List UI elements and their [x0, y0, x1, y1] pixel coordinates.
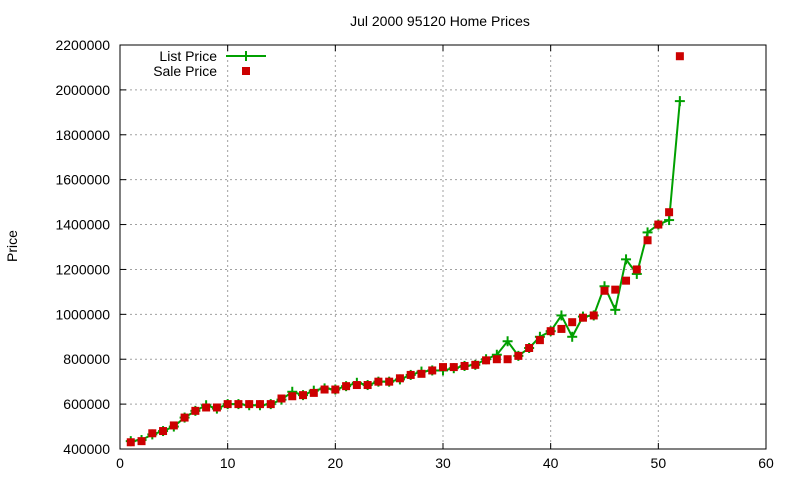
sale-price-point [363, 381, 372, 390]
sale-price-point [320, 385, 329, 394]
sale-price-point [482, 356, 491, 365]
sale-price-point [395, 374, 404, 383]
chart-title: Jul 2000 95120 Home Prices [350, 13, 530, 29]
list-price-line [130, 101, 681, 443]
sale-price-point [342, 382, 351, 391]
list-price-point [642, 227, 653, 238]
sale-price-point [223, 400, 232, 409]
sale-price-point [331, 385, 340, 394]
sale-price-point [406, 370, 415, 379]
sale-price-point [525, 344, 534, 352]
sale-price-point [665, 208, 674, 217]
axes: 0 10 20 30 40 50 60 400000 600000 800000 1000000 12… [55, 37, 774, 471]
sale-price-point [600, 286, 609, 295]
sale-price-point [137, 437, 146, 446]
x-tick-label: 30 [435, 455, 451, 471]
y-axis-label: Price [4, 230, 20, 262]
y-tick-label: 600000 [63, 396, 110, 412]
sale-price-point [374, 377, 383, 386]
list-price-point [556, 310, 567, 321]
sale-price-point [191, 406, 200, 415]
sale-price-point [277, 394, 286, 403]
sale-price-point [212, 403, 221, 412]
sale-price-point [503, 355, 512, 364]
sale-price-point [288, 392, 297, 401]
sale-price-point [385, 377, 394, 386]
list-price-point [674, 96, 685, 107]
x-tick-label: 60 [758, 455, 774, 471]
legend-label: List Price [159, 48, 217, 64]
sale-price-point [449, 363, 458, 372]
sale-price-point [439, 363, 447, 372]
legend-label: Sale Price [153, 63, 217, 79]
y-tick-label: 2200000 [55, 37, 110, 53]
series-sale-price [126, 52, 684, 447]
sale-price-point [352, 381, 361, 390]
y-tick-label: 1600000 [55, 172, 110, 188]
grid [120, 45, 766, 449]
sale-price-point [126, 438, 135, 447]
sale-price-point [535, 336, 544, 345]
list-price-point [502, 336, 513, 347]
sale-price-point [255, 400, 264, 409]
sale-price-point [514, 351, 523, 360]
sale-price-point [492, 355, 501, 364]
sale-price-point [202, 403, 211, 412]
sale-price-point [557, 324, 566, 333]
sale-price-point [546, 327, 555, 336]
list-price-point [567, 331, 578, 342]
y-tick-label: 1200000 [55, 261, 110, 277]
sale-price-point [622, 276, 631, 285]
sale-price-point [234, 400, 243, 409]
sale-price-point [611, 285, 620, 294]
list-price-point [610, 304, 621, 315]
sale-price-point [159, 427, 168, 436]
x-tick-label: 20 [328, 455, 344, 471]
x-tick-label: 40 [543, 455, 559, 471]
sale-price-point [169, 421, 178, 430]
list-price-point [621, 254, 632, 265]
y-tick-label: 1400000 [55, 217, 110, 233]
y-tick-label: 400000 [63, 441, 110, 457]
sale-price-point [578, 313, 587, 322]
sale-price-point [460, 361, 469, 370]
legend-point-swatch [242, 67, 250, 75]
y-tick-label: 1000000 [55, 306, 110, 322]
sale-price-point [568, 318, 577, 327]
sale-price-point [654, 220, 663, 229]
series-layer [125, 52, 685, 447]
sale-price-point [428, 366, 437, 375]
x-tick-label: 10 [220, 455, 236, 471]
sale-price-point [632, 265, 641, 274]
sale-price-point [148, 429, 157, 438]
sale-price-point [299, 391, 308, 400]
x-tick-label: 50 [651, 455, 667, 471]
sale-price-point [417, 369, 426, 378]
sale-price-point [266, 400, 275, 409]
sale-price-point [309, 388, 318, 397]
sale-price-point [589, 311, 598, 320]
sale-price-point [643, 236, 652, 245]
sale-price-point [245, 400, 254, 409]
list-price-point [664, 215, 675, 226]
sale-price-point [675, 52, 684, 61]
y-tick-label: 2000000 [55, 82, 110, 98]
sale-price-point [471, 360, 480, 369]
y-tick-label: 800000 [63, 351, 110, 367]
x-tick-label: 0 [116, 455, 124, 471]
y-tick-label: 1800000 [55, 127, 110, 143]
sale-price-point [180, 413, 189, 422]
